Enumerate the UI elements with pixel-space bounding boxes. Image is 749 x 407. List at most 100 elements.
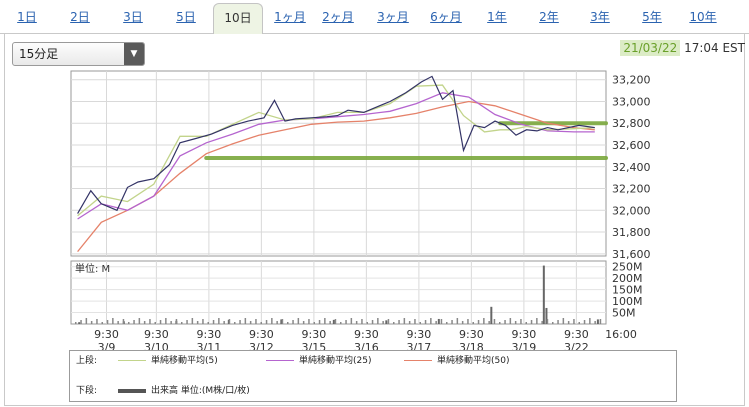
price-tick-label: 33,200 xyxy=(612,74,651,87)
volume-bar-base xyxy=(530,320,533,324)
volume-bar-base xyxy=(477,320,480,324)
volume-bar-base xyxy=(271,318,273,324)
volume-bar-base xyxy=(594,321,596,324)
volume-bar-base xyxy=(435,321,437,324)
tab-1ヶ月[interactable]: 1ヶ月 xyxy=(274,10,306,24)
tab-6ヶ月[interactable]: 6ヶ月 xyxy=(430,10,462,24)
volume-bar-base xyxy=(207,322,209,324)
volume-bar-base xyxy=(143,321,146,324)
interval-select-value: 15分足 xyxy=(19,47,59,61)
volume-bar-base xyxy=(562,318,565,324)
tab-2年[interactable]: 2年 xyxy=(539,10,559,24)
volume-bar-base xyxy=(202,319,204,324)
legend-swatch-sma50 xyxy=(404,360,432,361)
legend-swatch-volume xyxy=(118,388,146,393)
volume-bar-base xyxy=(552,322,554,324)
legend-lower-label: 下段: xyxy=(76,386,98,396)
volume-bar-base xyxy=(223,321,225,324)
x-tick-time-label: 9:30 xyxy=(249,328,274,341)
timestamp-date: 21/03/22 xyxy=(620,40,681,56)
volume-bar-base xyxy=(467,319,469,324)
volume-bar-base xyxy=(382,321,384,324)
period-tabs: 1日 2日 3日 5日 10日 1ヶ月 2ヶ月 3ヶ月 6ヶ月 1年 2年 3年 5年 10年 xyxy=(0,0,749,35)
volume-bar-base xyxy=(488,321,490,324)
x-tick-time-label: 9:30 xyxy=(197,328,222,341)
volume-bar-base xyxy=(504,320,506,324)
volume-bar-base xyxy=(472,322,474,324)
price-tick-label: 32,000 xyxy=(612,204,651,217)
legend-label-sma5: 単純移動平均(5) xyxy=(151,356,218,366)
volume-bar-base xyxy=(567,321,570,324)
volume-bar-base xyxy=(578,322,580,324)
timestamp-time: 17:04 EST xyxy=(684,41,745,55)
price-tick-label: 32,800 xyxy=(612,117,651,130)
volume-bar-base xyxy=(456,318,459,324)
price-tick-label: 32,400 xyxy=(612,161,651,174)
volume-bar-base xyxy=(430,318,432,324)
legend-label-volume: 出来高 単位:(M株/口/枚) xyxy=(151,386,250,396)
tab-3日[interactable]: 3日 xyxy=(123,10,143,24)
volume-bar-base xyxy=(308,319,310,324)
tab-3ヶ月[interactable]: 3ヶ月 xyxy=(377,10,409,24)
volume-bar-base xyxy=(112,318,114,324)
volume-bar-base xyxy=(355,321,358,324)
tab-5年[interactable]: 5年 xyxy=(642,10,662,24)
volume-bar-base xyxy=(96,319,98,324)
volume-bar-base xyxy=(154,322,156,324)
legend-swatch-sma5 xyxy=(118,360,146,361)
volume-bar-10 xyxy=(545,307,548,324)
volume-bar-base xyxy=(133,320,135,324)
volume-bar-base xyxy=(239,320,241,324)
volume-bar-base xyxy=(302,321,305,324)
volume-bar-base xyxy=(175,319,178,324)
volume-bar-base xyxy=(483,318,485,324)
volume-bar-base xyxy=(122,319,125,324)
tab-1年[interactable]: 1年 xyxy=(487,10,507,24)
volume-bar-base xyxy=(297,318,300,324)
tab-2ヶ月[interactable]: 2ヶ月 xyxy=(322,10,354,24)
volume-bar-4 xyxy=(280,319,283,324)
x-tick-time-label: 9:30 xyxy=(459,328,484,341)
legend-item-sma5: 単純移動平均(5) xyxy=(118,355,218,367)
legend-label-sma50: 単純移動平均(50) xyxy=(437,356,510,366)
tab-5日[interactable]: 5日 xyxy=(176,10,196,24)
volume-bar-base xyxy=(509,318,512,324)
volume-bar-base xyxy=(461,321,464,324)
volume-bar-base xyxy=(149,319,151,324)
x-tick-time-label: 9:30 xyxy=(512,328,537,341)
price-plot-frame xyxy=(70,70,607,257)
price-tick-label: 31,600 xyxy=(612,248,651,261)
volume-bar-base xyxy=(276,321,278,324)
legend-item-volume: 出来高 単位:(M株/口/枚) xyxy=(118,385,250,397)
volume-unit-label: 単位: M xyxy=(75,262,110,275)
chevron-down-icon[interactable]: ▼ xyxy=(124,43,144,65)
volume-bar-base xyxy=(424,320,427,324)
volume-bar-base xyxy=(393,322,395,324)
volume-bar-base xyxy=(493,319,496,324)
volume-bar-base xyxy=(361,319,363,324)
volume-bar-base xyxy=(446,322,448,324)
volume-bar-base xyxy=(599,319,602,324)
tab-2日[interactable]: 2日 xyxy=(70,10,90,24)
tab-3年[interactable]: 3年 xyxy=(590,10,610,24)
volume-bar-base xyxy=(403,318,406,324)
tab-10年[interactable]: 10年 xyxy=(689,10,717,24)
interval-select[interactable]: 15分足 ▼ xyxy=(12,42,145,66)
volume-bar-base xyxy=(260,322,262,324)
series-line-sma25 xyxy=(77,92,595,220)
volume-bar-base xyxy=(583,320,586,324)
volume-bar-base xyxy=(398,320,400,324)
series-line-sma50 xyxy=(77,100,595,253)
price-tick-label: 32,200 xyxy=(612,183,651,196)
volume-bar-base xyxy=(414,319,416,324)
volume-tick-label: 50M xyxy=(612,307,636,320)
volume-bar-base xyxy=(536,318,538,324)
volume-bar-6 xyxy=(385,320,388,324)
volume-bar-base xyxy=(218,318,220,324)
volume-bar-base xyxy=(90,321,93,324)
volume-bar-base xyxy=(313,322,315,324)
volume-bar-base xyxy=(573,319,575,324)
tab-1日[interactable]: 1日 xyxy=(17,10,37,24)
timestamp: 21/03/22 17:04 EST xyxy=(620,40,745,56)
